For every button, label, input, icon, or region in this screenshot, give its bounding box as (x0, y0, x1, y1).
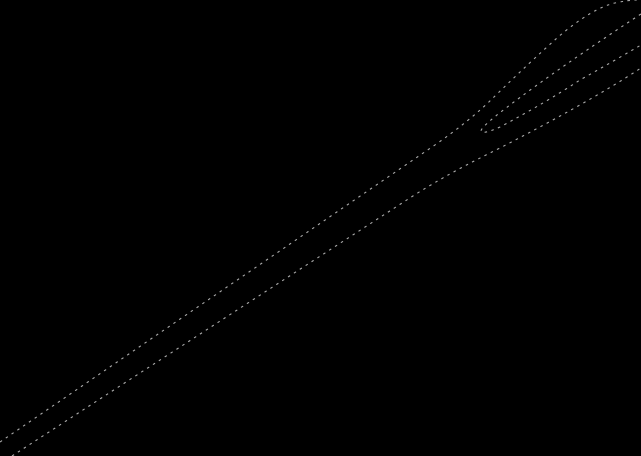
black-background (0, 0, 641, 456)
needle-illustration (0, 0, 641, 456)
needle-illustration-canvas (0, 0, 641, 456)
